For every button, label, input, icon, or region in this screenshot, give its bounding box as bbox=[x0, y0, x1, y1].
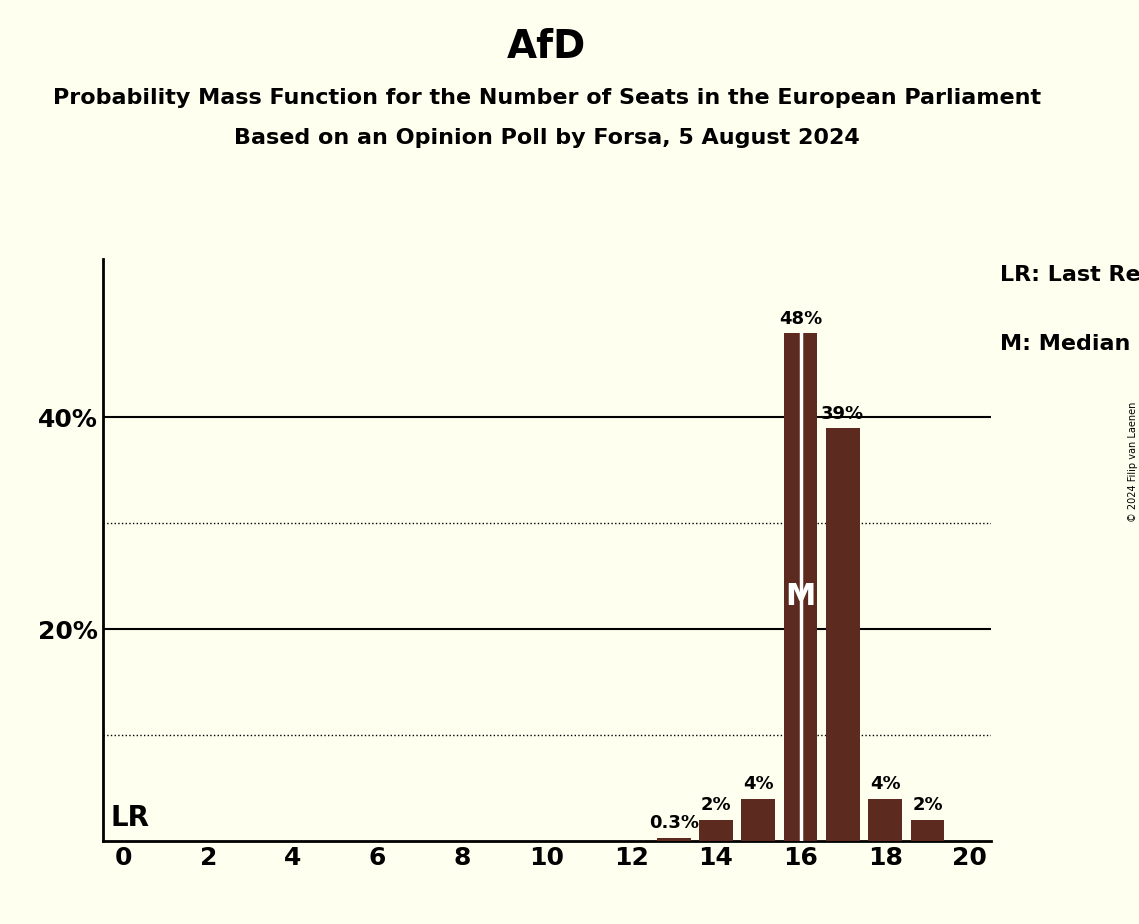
Text: © 2024 Filip van Laenen: © 2024 Filip van Laenen bbox=[1129, 402, 1138, 522]
Bar bbox=[741, 798, 776, 841]
Text: 39%: 39% bbox=[821, 405, 865, 423]
Text: 2%: 2% bbox=[912, 796, 943, 814]
Bar bbox=[699, 820, 732, 841]
Text: Probability Mass Function for the Number of Seats in the European Parliament: Probability Mass Function for the Number… bbox=[52, 88, 1041, 108]
Text: M: M bbox=[786, 582, 816, 612]
Text: LR: LR bbox=[110, 805, 150, 833]
Text: M: Median: M: Median bbox=[1000, 334, 1130, 355]
Text: LR: Last Result: LR: Last Result bbox=[1000, 264, 1139, 285]
Bar bbox=[826, 428, 860, 841]
Bar bbox=[868, 798, 902, 841]
Text: 4%: 4% bbox=[743, 775, 773, 793]
Text: 4%: 4% bbox=[870, 775, 901, 793]
Text: 0.3%: 0.3% bbox=[648, 814, 698, 833]
Text: AfD: AfD bbox=[507, 28, 587, 66]
Bar bbox=[784, 333, 818, 841]
Text: Based on an Opinion Poll by Forsa, 5 August 2024: Based on an Opinion Poll by Forsa, 5 Aug… bbox=[233, 128, 860, 148]
Bar bbox=[657, 838, 690, 841]
Bar bbox=[910, 820, 944, 841]
Text: 48%: 48% bbox=[779, 310, 822, 327]
Text: 2%: 2% bbox=[700, 796, 731, 814]
